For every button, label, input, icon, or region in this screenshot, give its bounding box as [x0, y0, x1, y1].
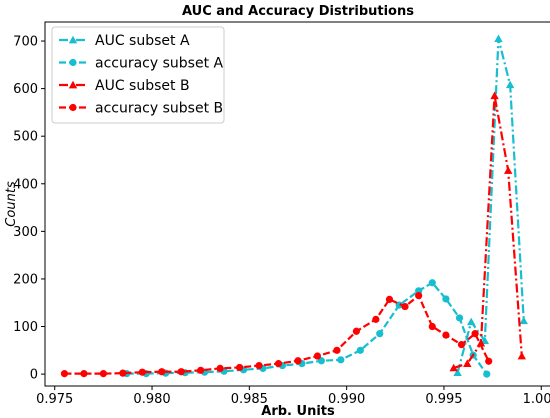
x-tick-label: 0.975 [36, 392, 73, 407]
series-4 [60, 291, 493, 378]
data-point [236, 363, 244, 372]
data-point [463, 359, 472, 367]
data-point [99, 370, 107, 378]
plot-area [60, 34, 528, 378]
y-tick-label: 0 [30, 368, 38, 383]
data-point [60, 370, 69, 378]
data-point [457, 341, 466, 349]
y-tick-label: 500 [13, 130, 38, 145]
data-point [517, 351, 527, 360]
data-point [197, 366, 205, 374]
data-point [503, 166, 513, 174]
data-point [471, 330, 479, 338]
y-axis: 0 100 200 300 400 500 600 700 [13, 35, 45, 383]
y-tick-label: 300 [13, 225, 38, 240]
legend-marker [69, 58, 77, 67]
data-point [490, 91, 499, 100]
data-point [519, 316, 528, 325]
data-point [158, 368, 166, 376]
series-line [453, 95, 523, 369]
data-point [415, 291, 423, 300]
data-point [428, 279, 436, 287]
series-3 [449, 91, 527, 372]
data-point [483, 370, 491, 378]
data-point [352, 327, 360, 335]
data-point [119, 369, 127, 377]
data-point [449, 363, 458, 372]
x-tick-label: 0.980 [133, 392, 170, 407]
legend-entry: accuracy subset B [59, 101, 223, 117]
data-point [356, 346, 364, 354]
data-point [80, 370, 88, 378]
data-point [385, 295, 394, 304]
data-point [317, 357, 325, 365]
legend-label: AUC subset A [95, 33, 190, 49]
data-point [476, 338, 486, 347]
data-point [138, 368, 146, 376]
data-point [467, 317, 476, 326]
y-tick-label: 700 [13, 35, 38, 50]
series-1 [453, 34, 528, 377]
data-point [376, 330, 384, 338]
y-tick-label: 200 [13, 272, 38, 287]
series-line [456, 38, 525, 373]
x-axis-label: Arb. Units [261, 404, 335, 418]
data-point [372, 315, 380, 323]
legend-marker [68, 35, 78, 44]
legend-label: AUC subset B [95, 78, 190, 94]
data-point [395, 301, 403, 309]
data-point [494, 34, 503, 43]
y-tick-label: 100 [13, 320, 38, 335]
data-point [442, 331, 450, 339]
data-point [177, 368, 185, 376]
chart-title: AUC and Accuracy Distributions [182, 4, 414, 19]
plot-frame [44, 21, 550, 387]
data-point [255, 361, 263, 370]
y-tick-label: 600 [13, 82, 38, 97]
data-point [294, 357, 302, 365]
legend-label: accuracy subset A [95, 56, 224, 72]
legend-box [51, 26, 225, 124]
x-tick-label: 0.985 [231, 392, 268, 407]
data-point [453, 368, 462, 377]
y-axis-label: Counts [4, 181, 19, 227]
legend-entry: AUC subset A [59, 33, 190, 49]
data-point [313, 352, 322, 360]
data-point [401, 302, 409, 311]
data-point [216, 364, 224, 372]
legend-entry: accuracy subset A [59, 56, 224, 72]
data-point [455, 314, 464, 322]
x-axis: 0.975 0.980 0.985 0.990 0.995 1.000 [36, 386, 550, 407]
legend-marker [69, 103, 77, 112]
data-point [442, 295, 450, 303]
x-tick-label: 0.990 [328, 392, 365, 407]
x-tick-label: 0.995 [425, 392, 462, 407]
data-point [428, 322, 436, 331]
legend-label: accuracy subset B [95, 101, 223, 117]
chart-legend: AUC subset A accuracy subset A AUC subset … [51, 26, 225, 124]
data-point [337, 356, 345, 364]
data-point [333, 346, 341, 354]
legend-entry: AUC subset B [59, 78, 190, 94]
x-tick-label: 1.000 [523, 392, 550, 407]
data-point [505, 80, 515, 89]
data-point [274, 360, 283, 368]
data-point [485, 357, 493, 365]
legend-marker [68, 80, 78, 89]
y-tick-label: 400 [13, 177, 38, 192]
